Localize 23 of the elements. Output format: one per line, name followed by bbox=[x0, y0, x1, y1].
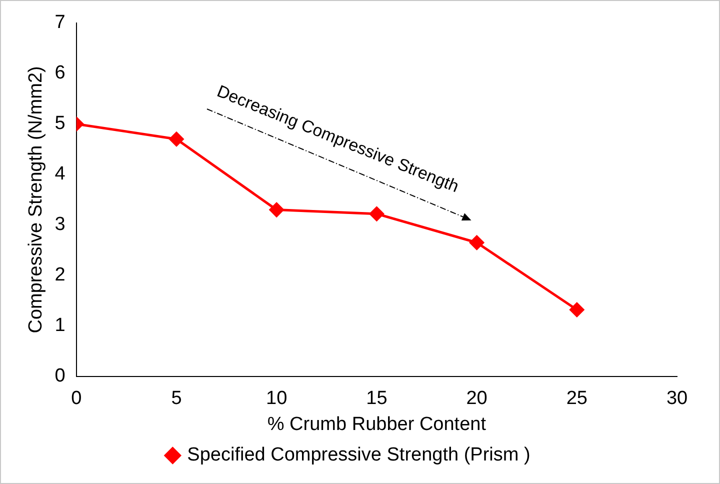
x-tick-label: 5 bbox=[171, 388, 182, 410]
y-tick-label: 3 bbox=[54, 214, 66, 236]
y-tick-label: 4 bbox=[54, 164, 66, 185]
y-tick-label: 7 bbox=[54, 12, 66, 34]
y-tick-label: 1 bbox=[54, 315, 66, 336]
y-tick-label: 5 bbox=[54, 113, 66, 134]
x-axis-title: % Crumb Rubber Content bbox=[267, 414, 487, 435]
x-tick-label: 10 bbox=[266, 388, 288, 410]
point bbox=[369, 206, 384, 222]
point bbox=[269, 202, 284, 218]
legend-label: Specified Compressive Strength (Prism ) bbox=[187, 444, 530, 466]
y-tick-label: 0 bbox=[54, 366, 66, 387]
point bbox=[169, 132, 184, 146]
x-tick-label: 20 bbox=[466, 388, 488, 410]
x-tick-label: 25 bbox=[566, 388, 588, 410]
point bbox=[570, 302, 584, 318]
y-axis-title: Compressive Strength (N/mm2) bbox=[26, 66, 47, 334]
point bbox=[470, 235, 484, 250]
y-tick-label: 6 bbox=[54, 62, 66, 84]
y-tick-label: 2 bbox=[54, 264, 66, 286]
x-tick-label: 30 bbox=[666, 388, 688, 410]
x-tick-label: 15 bbox=[366, 388, 388, 410]
x-tick-label: 0 bbox=[71, 388, 82, 410]
